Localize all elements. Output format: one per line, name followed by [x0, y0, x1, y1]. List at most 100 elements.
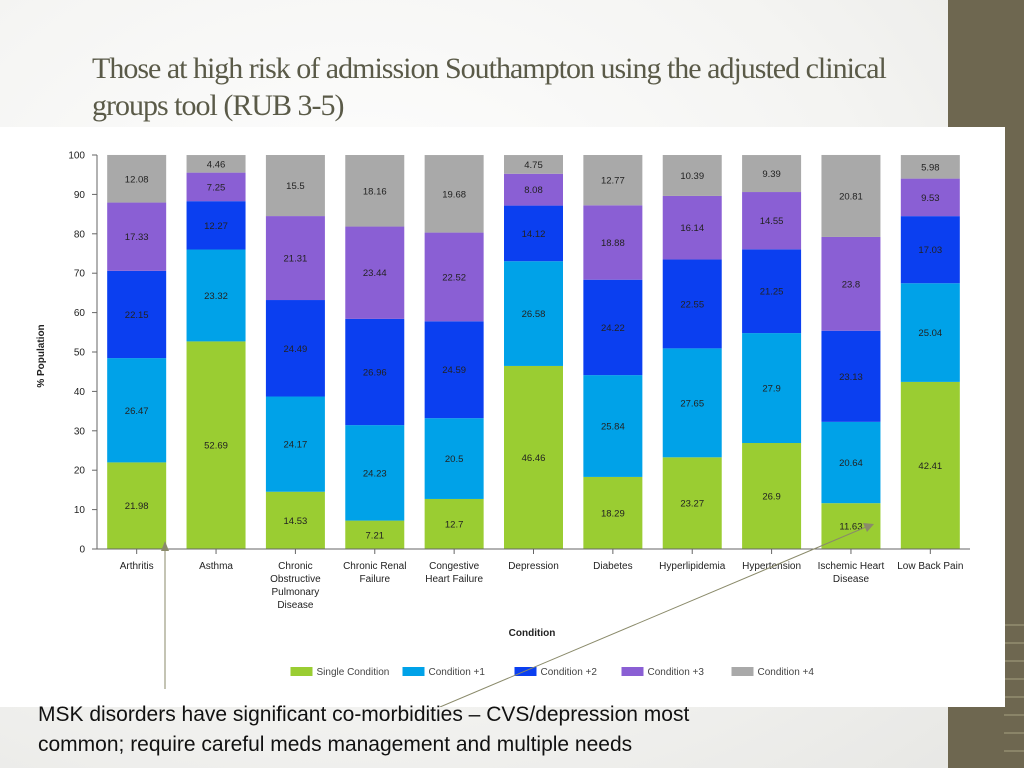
data-label: 19.68 [442, 189, 466, 200]
y-axis-title: % Population [36, 324, 47, 387]
bar-segment [742, 249, 802, 334]
bar-segment [504, 155, 563, 174]
y-tick-label: 70 [74, 269, 86, 280]
data-label: 24.49 [284, 344, 308, 355]
bar-segment [424, 498, 484, 549]
data-label: 27.65 [680, 398, 704, 409]
bar-segment [424, 155, 484, 233]
data-label: 21.98 [125, 501, 149, 512]
bar-segment [583, 205, 643, 280]
data-label: 22.55 [680, 299, 704, 310]
bar-segment [662, 195, 722, 260]
bar-segment [662, 457, 722, 549]
data-label: 24.23 [363, 468, 387, 479]
data-label: 26.47 [125, 406, 149, 417]
x-axis-title: Condition [509, 628, 556, 639]
stacked-bar-chart: 21.98 26.47 22.15 17.33 12.08 52.69 23.32 12.27… [36, 151, 970, 707]
slide-caption: MSK disorders have significant co-morbid… [38, 700, 938, 760]
x-tick-label-line: Asthma [199, 561, 233, 572]
bar-segment [900, 283, 960, 382]
legend-label: Condition +4 [758, 667, 815, 678]
bar-segment [424, 418, 484, 499]
data-label: 23.13 [839, 372, 863, 383]
x-tick-label: Diabetes [593, 561, 632, 572]
bar-segment [742, 155, 802, 193]
bar-segment [742, 443, 802, 549]
data-label: 27.9 [762, 384, 781, 395]
data-label: 24.17 [284, 440, 308, 451]
data-label: 11.63 [839, 522, 862, 533]
data-label: 22.15 [125, 310, 149, 321]
bar-segment [900, 216, 960, 284]
bar-segment [504, 365, 563, 549]
bar-segment [821, 421, 881, 504]
bar-segment [742, 192, 802, 250]
bars-group: 21.98 26.47 22.15 17.33 12.08 52.69 23.32 12.27… [107, 154, 960, 549]
bar-segment [504, 173, 563, 206]
x-tick-label: Arthritis [120, 561, 154, 572]
bar-segment [345, 155, 405, 227]
bar-segment [821, 154, 881, 237]
data-label: 14.12 [522, 229, 546, 240]
legend-label: Condition +2 [541, 667, 598, 678]
x-tick-label-line: Depression [508, 561, 559, 572]
x-tick-label-line: Disease [277, 600, 314, 611]
bar-segment [107, 154, 167, 203]
x-tick-label: Hyperlipidemia [659, 561, 726, 572]
x-tick-label-line: Hyperlipidemia [659, 561, 726, 572]
bar-segment [424, 232, 484, 322]
data-label: 21.31 [284, 254, 308, 265]
slide-title: Those at high risk of admission Southamp… [92, 52, 887, 122]
data-label: 12.7 [445, 519, 464, 530]
bar-segment [186, 172, 246, 202]
chart-panel: 21.98 26.47 22.15 17.33 12.08 52.69 23.32 12.27… [0, 127, 1005, 707]
y-tick-label: 80 [74, 229, 86, 240]
bar-segment [345, 226, 405, 319]
x-tick-label-line: Arthritis [120, 561, 154, 572]
x-tick-label-line: Chronic [278, 561, 312, 572]
y-tick-label: 0 [79, 545, 85, 556]
bar-segment [186, 341, 246, 549]
data-label: 15.5 [286, 181, 305, 192]
data-label: 24.59 [442, 365, 466, 376]
bar-segment [107, 270, 167, 359]
bar-segment [345, 520, 405, 549]
y-tick-label: 60 [74, 308, 86, 319]
x-tick-label: Chronic Obstructive Pulmonary Disease [270, 561, 321, 611]
bar-segment [107, 358, 167, 463]
data-label: 12.77 [601, 176, 625, 187]
data-label: 22.52 [442, 272, 466, 283]
data-label: 20.5 [445, 454, 464, 465]
annotation-arrow-to-low-back-pain [439, 526, 867, 707]
bar-segment [186, 201, 246, 250]
data-label: 17.33 [125, 232, 149, 243]
data-label: 52.69 [204, 441, 228, 452]
legend-label: Condition +1 [429, 667, 486, 678]
bar-segment [424, 321, 484, 419]
data-label: 16.14 [680, 223, 704, 234]
legend-swatch [731, 667, 754, 676]
bar-segment [662, 348, 722, 458]
legend-swatch [402, 667, 425, 676]
data-label: 25.04 [918, 328, 942, 339]
legend-label: Single Condition [317, 667, 390, 678]
x-tick-label-line: Obstructive [270, 574, 321, 585]
data-label: 21.25 [760, 287, 784, 298]
bar-segment [345, 318, 405, 426]
data-label: 26.96 [363, 368, 387, 379]
data-label: 24.22 [601, 323, 625, 334]
legend-swatch [514, 667, 537, 676]
y-tick-label: 50 [74, 348, 86, 359]
data-label: 20.64 [839, 458, 863, 469]
bar-segment [107, 202, 167, 271]
legend-label: Condition +3 [648, 667, 705, 678]
x-tick-label: Low Back Pain [897, 561, 963, 572]
bar-segment [107, 462, 167, 549]
x-tick-label-line: Disease [833, 574, 870, 585]
annotation-arrowhead-arthritis [161, 541, 169, 551]
x-tick-label-line: Diabetes [593, 561, 632, 572]
bar-segment [186, 155, 246, 173]
bar-segment [265, 300, 325, 397]
legend-swatch [621, 667, 644, 676]
y-tick-label: 10 [74, 505, 86, 516]
